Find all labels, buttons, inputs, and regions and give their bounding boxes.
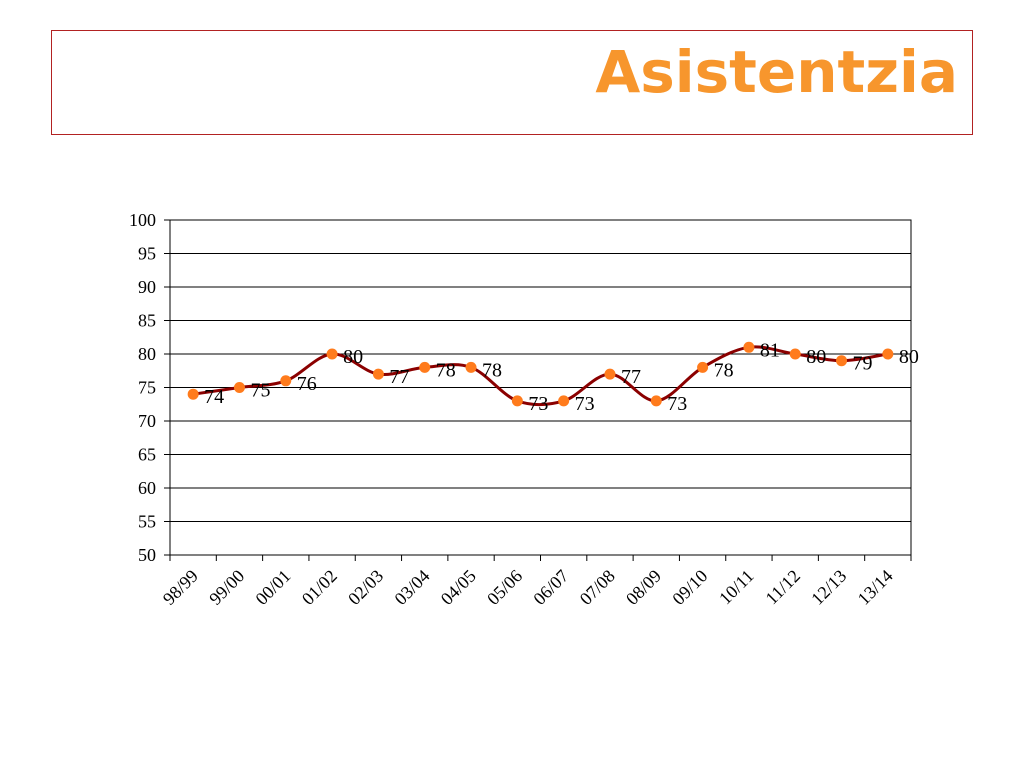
data-label: 73 bbox=[667, 393, 687, 415]
data-label: 75 bbox=[250, 380, 270, 402]
x-tick-label: 06/07 bbox=[529, 566, 572, 609]
x-tick-label: 05/06 bbox=[483, 566, 526, 609]
x-tick-label: 09/10 bbox=[668, 566, 711, 609]
x-tick-label: 99/00 bbox=[205, 566, 248, 609]
data-point bbox=[233, 382, 245, 393]
x-tick-label: 04/05 bbox=[437, 566, 480, 609]
x-tick-label: 07/08 bbox=[576, 566, 619, 609]
data-label: 78 bbox=[714, 359, 734, 381]
data-point bbox=[280, 375, 292, 387]
data-point bbox=[465, 361, 477, 373]
data-point bbox=[558, 395, 570, 407]
y-tick-label: 95 bbox=[138, 244, 156, 264]
y-tick-label: 75 bbox=[138, 378, 156, 398]
data-point bbox=[650, 395, 662, 407]
data-label: 79 bbox=[853, 353, 873, 375]
data-point bbox=[419, 361, 431, 373]
y-tick-label: 60 bbox=[138, 478, 156, 498]
data-point bbox=[511, 395, 523, 407]
series-line bbox=[192, 345, 889, 407]
data-label: 78 bbox=[482, 359, 502, 381]
data-point bbox=[326, 348, 338, 360]
y-tick-label: 100 bbox=[129, 210, 156, 230]
data-point bbox=[372, 368, 384, 380]
data-point bbox=[187, 388, 199, 400]
data-label: 77 bbox=[389, 366, 409, 388]
y-tick-label: 70 bbox=[138, 411, 156, 431]
page-title: Asistentzia bbox=[595, 38, 958, 106]
data-point bbox=[743, 341, 755, 353]
data-label: 77 bbox=[621, 366, 641, 388]
y-tick-label: 55 bbox=[138, 512, 156, 532]
data-point bbox=[789, 348, 801, 360]
y-tick-label: 50 bbox=[138, 545, 156, 565]
x-tick-label: 13/14 bbox=[854, 566, 897, 609]
data-label: 78 bbox=[436, 359, 456, 381]
data-label: 76 bbox=[297, 373, 317, 395]
data-label: 73 bbox=[528, 393, 548, 415]
x-tick-label: 01/02 bbox=[298, 566, 341, 609]
y-tick-label: 65 bbox=[138, 445, 156, 465]
x-tick-label: 03/04 bbox=[390, 566, 433, 609]
data-label: 73 bbox=[575, 393, 595, 415]
x-tick-label: 12/13 bbox=[807, 566, 850, 609]
data-label: 74 bbox=[204, 386, 224, 408]
data-point bbox=[604, 368, 616, 380]
y-tick-label: 80 bbox=[138, 344, 156, 364]
data-point bbox=[836, 355, 848, 367]
data-point bbox=[882, 348, 894, 360]
x-tick-label: 02/03 bbox=[344, 566, 387, 609]
x-tick-label: 08/09 bbox=[622, 566, 665, 609]
title-box: Asistentzia bbox=[51, 30, 973, 135]
x-tick-label: 11/12 bbox=[761, 566, 804, 609]
x-tick-label: 00/01 bbox=[251, 566, 294, 609]
x-tick-label: 10/11 bbox=[715, 566, 758, 609]
x-tick-label: 98/99 bbox=[159, 566, 202, 609]
data-label: 80 bbox=[806, 346, 826, 368]
data-label: 80 bbox=[899, 346, 919, 368]
data-label: 81 bbox=[760, 339, 780, 361]
data-point bbox=[697, 361, 709, 373]
y-tick-label: 90 bbox=[138, 277, 156, 297]
data-label: 80 bbox=[343, 346, 363, 368]
y-tick-label: 85 bbox=[138, 311, 156, 331]
